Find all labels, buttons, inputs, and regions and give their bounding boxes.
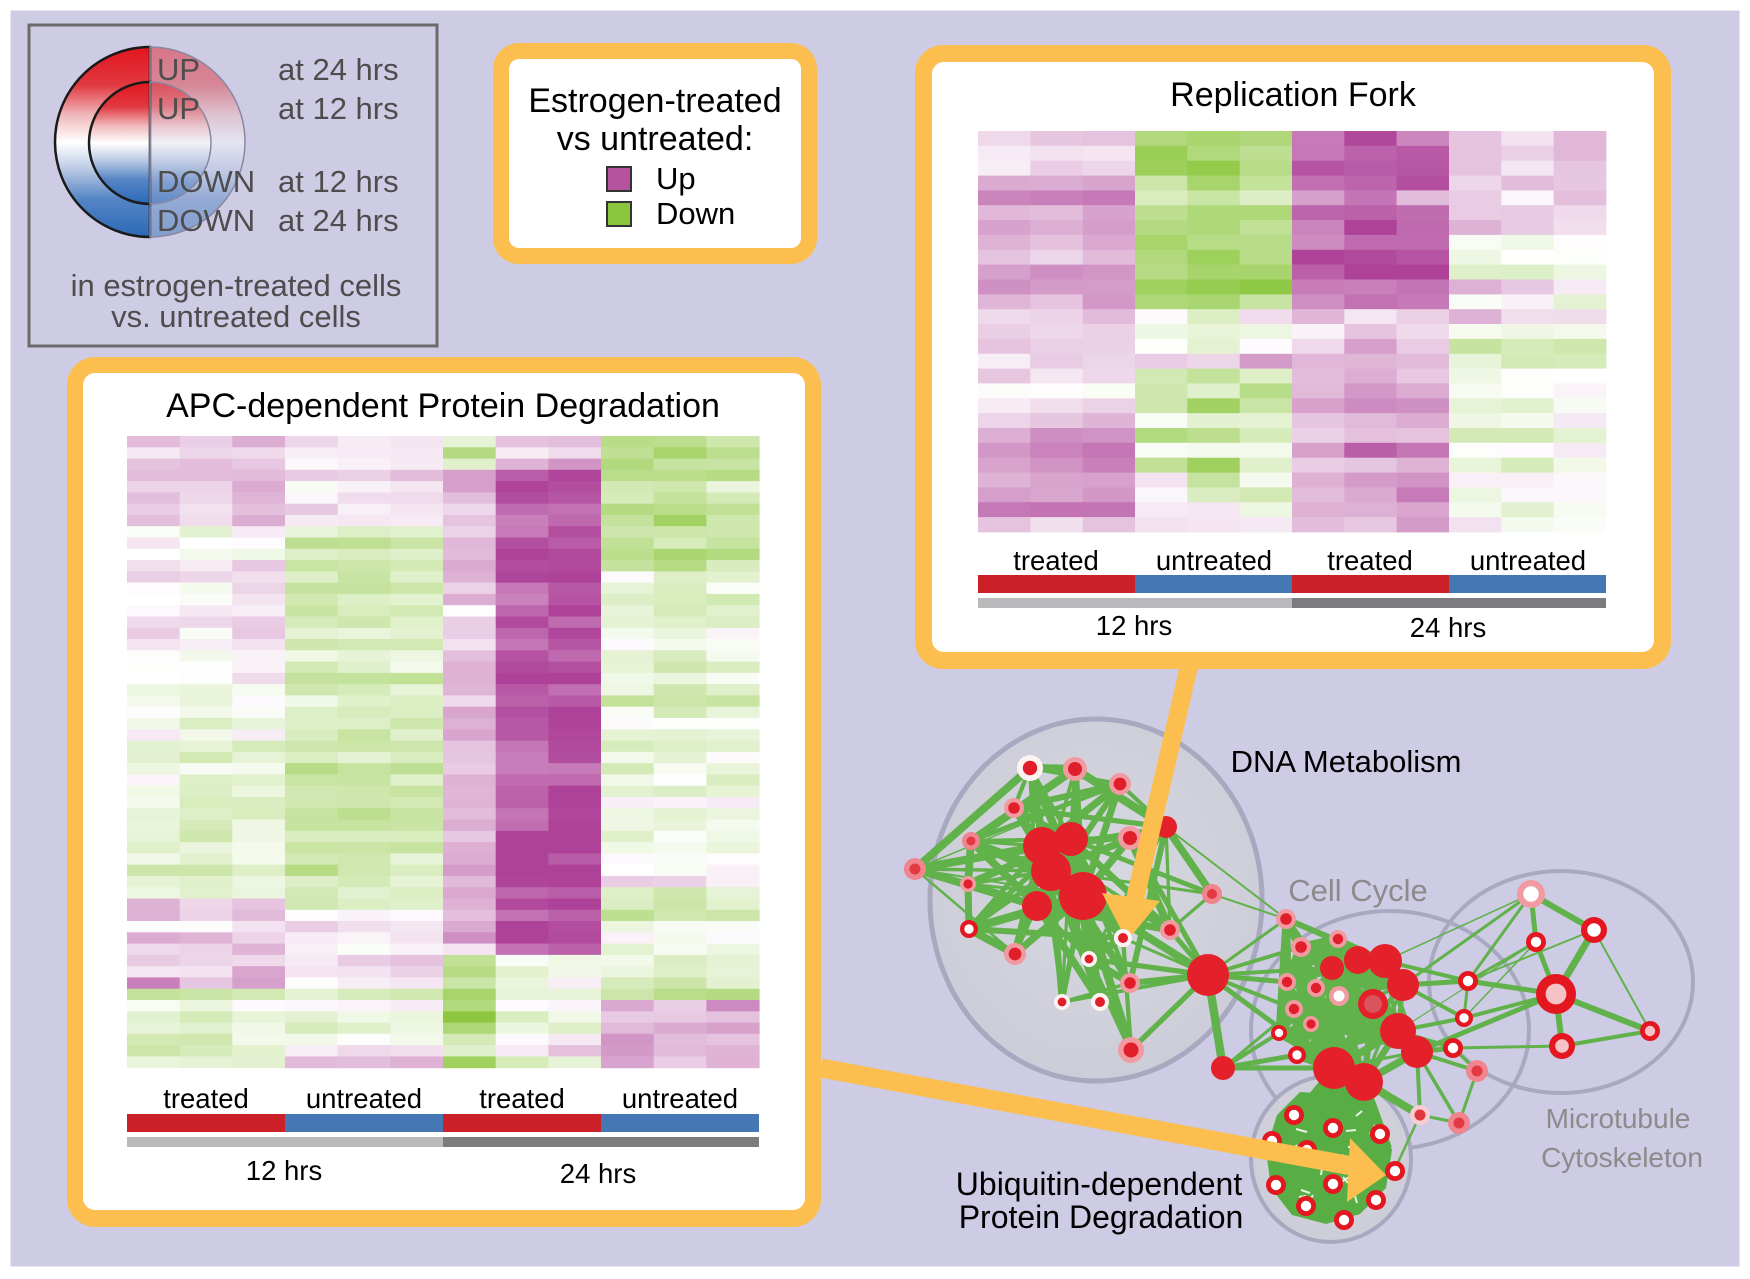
svg-text:Down: Down <box>656 196 735 231</box>
svg-text:DNA Metabolism: DNA Metabolism <box>1231 744 1462 779</box>
svg-text:24 hrs: 24 hrs <box>1410 612 1486 643</box>
svg-text:untreated: untreated <box>622 1083 738 1114</box>
svg-text:vs untreated:: vs untreated: <box>557 120 754 158</box>
svg-text:Up: Up <box>656 161 696 196</box>
svg-text:Microtubule: Microtubule <box>1546 1103 1691 1134</box>
svg-text:24 hrs: 24 hrs <box>560 1158 636 1189</box>
svg-text:at 24 hrs: at 24 hrs <box>278 203 399 238</box>
svg-text:Cell Cycle: Cell Cycle <box>1288 873 1428 908</box>
svg-text:at 12 hrs: at 12 hrs <box>278 164 399 199</box>
svg-text:untreated: untreated <box>306 1083 422 1114</box>
svg-text:12 hrs: 12 hrs <box>1096 610 1172 641</box>
svg-text:APC-dependent Protein Degradat: APC-dependent Protein Degradation <box>166 387 720 425</box>
svg-text:DOWN: DOWN <box>157 164 255 199</box>
svg-text:12 hrs: 12 hrs <box>246 1155 322 1186</box>
svg-text:UP: UP <box>157 52 200 87</box>
svg-text:Replication Fork: Replication Fork <box>1170 76 1417 114</box>
svg-text:at 12 hrs: at 12 hrs <box>278 91 399 126</box>
svg-text:at 24 hrs: at 24 hrs <box>278 52 399 87</box>
svg-text:Estrogen-treated: Estrogen-treated <box>528 82 781 120</box>
svg-text:treated: treated <box>1327 545 1413 576</box>
svg-text:in estrogen-treated cells: in estrogen-treated cells <box>71 268 402 303</box>
svg-text:treated: treated <box>479 1083 565 1114</box>
svg-text:DOWN: DOWN <box>157 203 255 238</box>
svg-text:Ubiquitin-dependent: Ubiquitin-dependent <box>956 1166 1243 1202</box>
svg-text:untreated: untreated <box>1470 545 1586 576</box>
svg-text:treated: treated <box>1013 545 1099 576</box>
svg-text:Protein Degradation: Protein Degradation <box>959 1199 1244 1235</box>
svg-text:Cytoskeleton: Cytoskeleton <box>1541 1142 1703 1173</box>
svg-text:UP: UP <box>157 91 200 126</box>
svg-text:vs. untreated cells: vs. untreated cells <box>111 299 361 334</box>
svg-text:untreated: untreated <box>1156 545 1272 576</box>
svg-text:treated: treated <box>163 1083 249 1114</box>
